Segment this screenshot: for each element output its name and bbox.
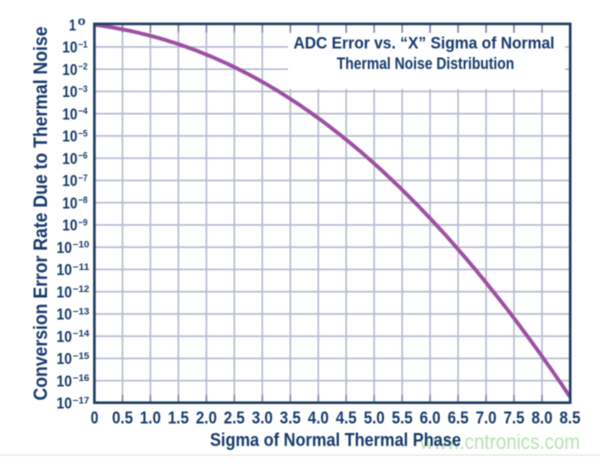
svg-text:1.5: 1.5 xyxy=(168,408,189,428)
svg-text:−1: −1 xyxy=(78,39,87,49)
svg-text:7.0: 7.0 xyxy=(476,408,497,428)
svg-text:−6: −6 xyxy=(78,151,87,161)
svg-text:−5: −5 xyxy=(78,128,87,138)
svg-text:0: 0 xyxy=(91,408,99,428)
svg-text:2.5: 2.5 xyxy=(224,408,245,428)
svg-text:0: 0 xyxy=(78,17,86,27)
svg-text:−10: −10 xyxy=(73,240,90,250)
svg-text:10: 10 xyxy=(62,40,77,57)
svg-text:10: 10 xyxy=(62,129,77,146)
svg-text:−17: −17 xyxy=(73,395,90,405)
svg-text:−16: −16 xyxy=(73,373,90,383)
svg-text:−12: −12 xyxy=(73,284,90,294)
svg-text:10: 10 xyxy=(62,151,77,168)
svg-text:−11: −11 xyxy=(73,262,90,272)
svg-text:10: 10 xyxy=(57,329,73,346)
svg-text:10: 10 xyxy=(62,106,77,123)
svg-text:−9: −9 xyxy=(78,217,87,227)
svg-text:www.cntronics.com: www.cntronics.com xyxy=(419,431,580,454)
svg-text:0.5: 0.5 xyxy=(112,408,133,428)
svg-text:10: 10 xyxy=(62,173,77,190)
svg-text:4.5: 4.5 xyxy=(336,408,357,428)
svg-text:5.5: 5.5 xyxy=(392,408,413,428)
svg-text:6.0: 6.0 xyxy=(420,408,441,428)
svg-text:−3: −3 xyxy=(78,84,87,94)
svg-text:10: 10 xyxy=(57,240,73,257)
svg-text:10: 10 xyxy=(62,62,77,79)
svg-text:3.5: 3.5 xyxy=(280,408,301,428)
svg-text:Sigma of Normal Thermal Phase: Sigma of Normal Thermal Phase xyxy=(210,429,461,450)
svg-text:−8: −8 xyxy=(78,195,87,205)
svg-text:−7: −7 xyxy=(78,173,87,183)
svg-text:10: 10 xyxy=(57,373,73,390)
svg-text:7.5: 7.5 xyxy=(504,408,525,428)
svg-text:−15: −15 xyxy=(73,351,90,361)
svg-text:6.5: 6.5 xyxy=(448,408,469,428)
svg-text:10: 10 xyxy=(57,307,73,324)
svg-text:10: 10 xyxy=(62,218,77,235)
svg-text:1: 1 xyxy=(69,17,76,34)
svg-text:−14: −14 xyxy=(73,329,90,339)
svg-text:1.0: 1.0 xyxy=(140,408,161,428)
svg-text:8.0: 8.0 xyxy=(532,408,553,428)
svg-text:10: 10 xyxy=(62,195,77,212)
svg-text:−4: −4 xyxy=(78,106,88,116)
svg-text:10: 10 xyxy=(57,396,73,413)
svg-text:−13: −13 xyxy=(73,306,90,316)
svg-text:2.0: 2.0 xyxy=(196,408,217,428)
svg-text:8.5: 8.5 xyxy=(560,408,581,428)
svg-text:10: 10 xyxy=(57,351,73,368)
svg-text:10: 10 xyxy=(57,262,73,279)
svg-text:3.0: 3.0 xyxy=(252,408,273,428)
svg-text:10: 10 xyxy=(57,284,73,301)
svg-text:−2: −2 xyxy=(78,62,87,72)
svg-text:4.0: 4.0 xyxy=(308,408,329,428)
svg-text:Conversion Error Rate Due to T: Conversion Error Rate Due to Thermal Noi… xyxy=(31,27,52,401)
svg-text:ADC Error vs. “X” Sigma of Nor: ADC Error vs. “X” Sigma of Normal xyxy=(294,35,555,53)
svg-text:10: 10 xyxy=(62,84,77,101)
svg-text:Thermal Noise Distribution: Thermal Noise Distribution xyxy=(337,55,515,73)
svg-text:5.0: 5.0 xyxy=(364,408,385,428)
